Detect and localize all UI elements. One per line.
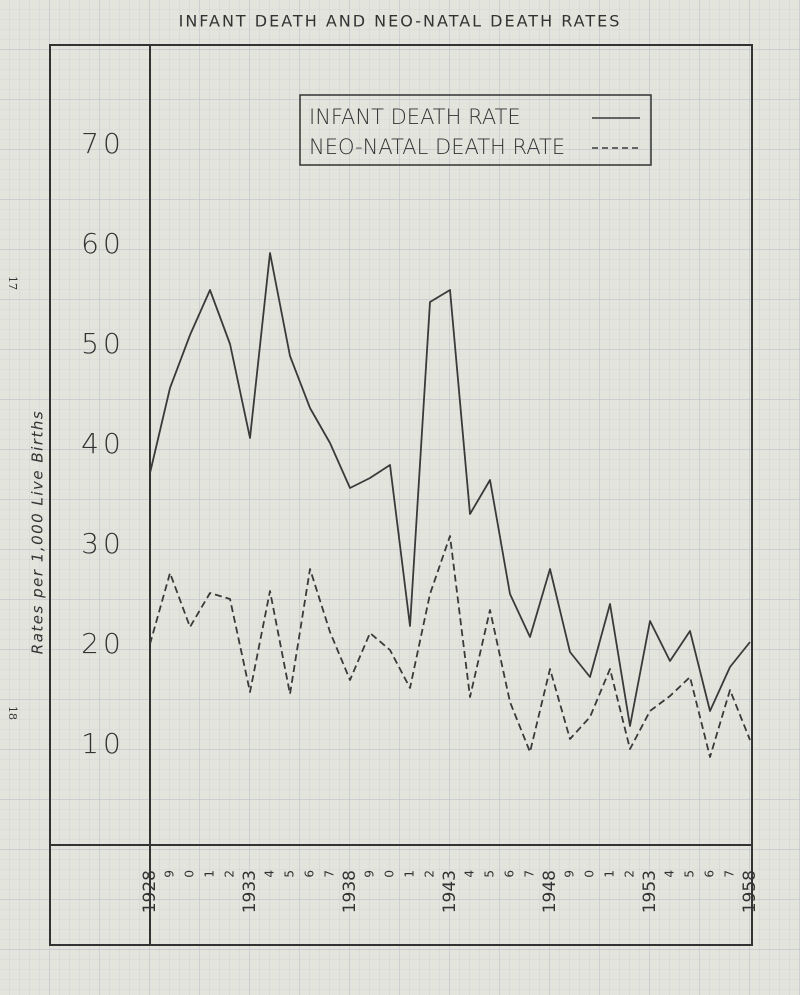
x-tick-label: 9 <box>563 870 577 878</box>
x-tick-label: 9 <box>363 870 377 878</box>
x-tick-label: 5 <box>683 870 697 878</box>
x-tick-label: 6 <box>303 870 317 878</box>
x-tick-label: 1958 <box>740 870 760 913</box>
x-tick-label: 7 <box>523 870 537 878</box>
y-tick-label: 50 <box>81 327 125 360</box>
x-tick-label: 1943 <box>440 870 460 913</box>
x-tick-label: 2 <box>223 870 237 878</box>
x-tick-label: 1 <box>203 870 217 878</box>
x-tick-label: 4 <box>663 870 677 878</box>
x-tick-label: 1 <box>603 870 617 878</box>
x-tick-label: 1948 <box>540 870 560 913</box>
x-tick-label: 0 <box>383 870 397 878</box>
x-tick-label: 0 <box>183 870 197 878</box>
x-tick-label: 9 <box>163 870 177 878</box>
y-tick-label: 30 <box>81 527 125 560</box>
legend-label: NEO-NATAL DEATH RATE <box>309 135 565 159</box>
x-tick-label: 7 <box>323 870 337 878</box>
x-tick-label: 7 <box>723 870 737 878</box>
chart-title: INFANT DEATH AND NEO-NATAL DEATH RATES <box>179 12 622 31</box>
legend-box <box>299 94 652 166</box>
x-tick-label: 1933 <box>240 870 260 913</box>
legend-label: INFANT DEATH RATE <box>309 105 521 129</box>
x-tick-label: 2 <box>423 870 437 878</box>
x-tick-label: 0 <box>583 870 597 878</box>
y-axis-label: Rates per 1,000 Live Births <box>29 410 47 654</box>
x-tick-label: 5 <box>483 870 497 878</box>
x-tick-label: 1 <box>403 870 417 878</box>
x-tick-label: 1938 <box>340 870 360 913</box>
x-tick-label: 5 <box>283 870 297 878</box>
x-tick-label: 4 <box>463 870 477 878</box>
data-line <box>149 535 751 758</box>
x-tick-label: 6 <box>703 870 717 878</box>
data-line <box>149 252 751 727</box>
page-number: 17 <box>6 276 19 290</box>
y-tick-label: 20 <box>81 627 125 660</box>
y-tick-label: 60 <box>81 227 125 260</box>
x-tick-label: 1928 <box>140 870 160 913</box>
x-tick-label: 6 <box>503 870 517 878</box>
x-tick-label: 2 <box>623 870 637 878</box>
page-number: 18 <box>6 706 19 720</box>
y-tick-label: 70 <box>81 127 125 160</box>
frame <box>49 44 753 946</box>
x-tick-label: 4 <box>263 870 277 878</box>
x-tick-label: 1953 <box>640 870 660 913</box>
y-tick-label: 40 <box>81 427 125 460</box>
y-tick-label: 10 <box>81 727 125 760</box>
